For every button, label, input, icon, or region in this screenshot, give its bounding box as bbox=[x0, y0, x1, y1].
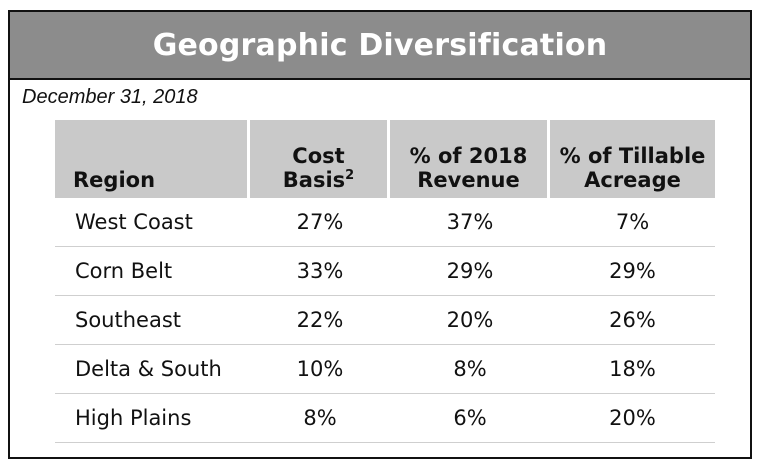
geographic-diversification-panel: Geographic Diversification December 31, … bbox=[8, 10, 752, 459]
region-cell: Corn Belt bbox=[55, 247, 250, 296]
column-header-region: Region bbox=[55, 120, 250, 198]
acreage-cell: 29% bbox=[550, 247, 715, 296]
acreage-cell: 18% bbox=[550, 345, 715, 394]
diversification-table: Region Cost Basis2 % of 2018 Revenue % o… bbox=[55, 120, 715, 443]
table-row: Corn Belt 33% 29% 29% bbox=[55, 247, 715, 296]
revenue-cell: 20% bbox=[390, 296, 550, 345]
table-row: Southeast 22% 20% 26% bbox=[55, 296, 715, 345]
footnote-marker: 2 bbox=[345, 168, 355, 183]
acreage-cell: 7% bbox=[550, 198, 715, 247]
cost-basis-cell: 10% bbox=[250, 345, 390, 394]
column-header-region-label: Region bbox=[73, 168, 156, 192]
table-row: High Plains 8% 6% 20% bbox=[55, 394, 715, 443]
cost-basis-cell: 22% bbox=[250, 296, 390, 345]
table-row: Delta & South 10% 8% 18% bbox=[55, 345, 715, 394]
acreage-cell: 26% bbox=[550, 296, 715, 345]
revenue-cell: 6% bbox=[390, 394, 550, 443]
column-header-revenue: % of 2018 Revenue bbox=[390, 120, 550, 198]
column-header-revenue-line2: Revenue bbox=[417, 168, 520, 192]
region-cell: Southeast bbox=[55, 296, 250, 345]
column-header-cost-basis: Cost Basis2 bbox=[250, 120, 390, 198]
column-header-acreage: % of Tillable Acreage bbox=[550, 120, 715, 198]
column-header-acreage-line2: Acreage bbox=[584, 168, 681, 192]
title-bar: Geographic Diversification bbox=[10, 12, 750, 80]
as-of-date: December 31, 2018 bbox=[22, 86, 198, 108]
column-header-cost-basis-label: Cost Basis bbox=[282, 144, 346, 192]
revenue-cell: 37% bbox=[390, 198, 550, 247]
region-cell: High Plains bbox=[55, 394, 250, 443]
cost-basis-cell: 27% bbox=[250, 198, 390, 247]
cost-basis-cell: 33% bbox=[250, 247, 390, 296]
table-header-row: Region Cost Basis2 % of 2018 Revenue % o… bbox=[55, 120, 715, 198]
revenue-cell: 29% bbox=[390, 247, 550, 296]
column-header-revenue-line1: % of 2018 bbox=[409, 144, 528, 168]
acreage-cell: 20% bbox=[550, 394, 715, 443]
region-cell: West Coast bbox=[55, 198, 250, 247]
revenue-cell: 8% bbox=[390, 345, 550, 394]
table-row: West Coast 27% 37% 7% bbox=[55, 198, 715, 247]
column-header-acreage-line1: % of Tillable bbox=[559, 144, 706, 168]
panel-title: Geographic Diversification bbox=[152, 27, 608, 63]
cost-basis-cell: 8% bbox=[250, 394, 390, 443]
region-cell: Delta & South bbox=[55, 345, 250, 394]
